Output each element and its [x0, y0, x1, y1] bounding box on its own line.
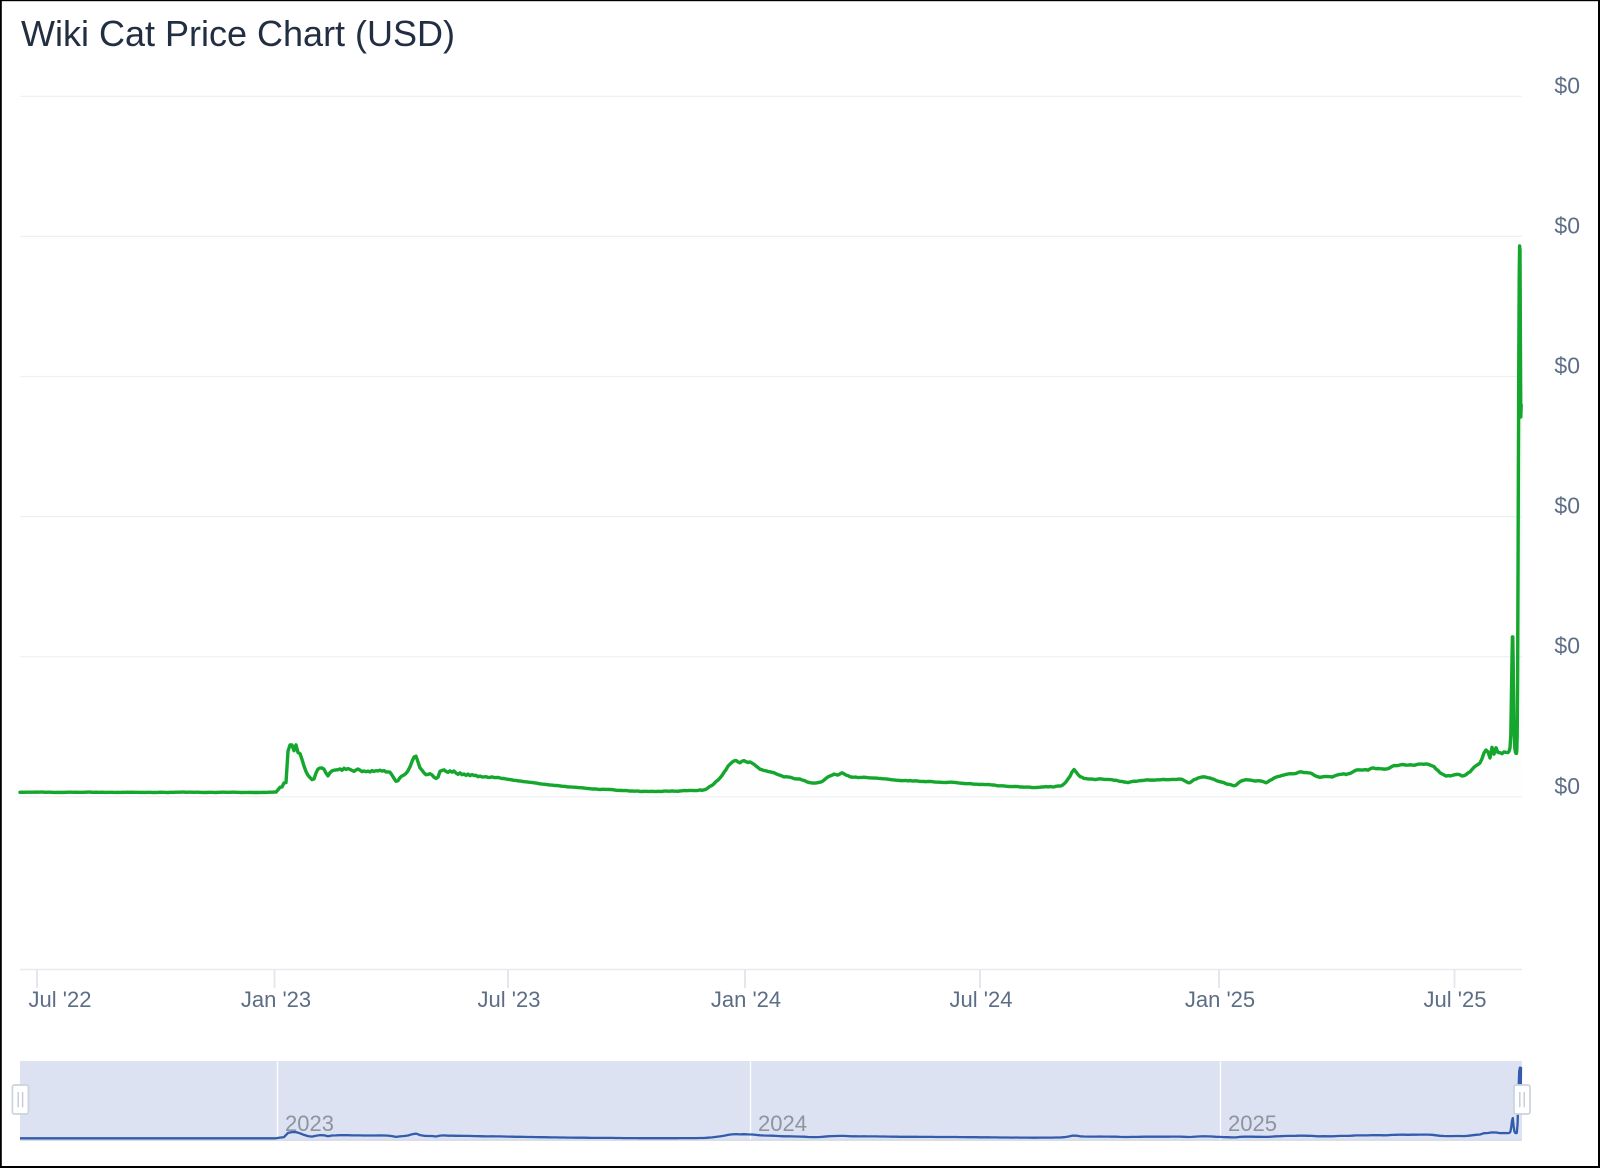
svg-text:Jan '24: Jan '24 — [711, 987, 781, 1012]
svg-text:Wiki Cat Price Chart (USD): Wiki Cat Price Chart (USD) — [21, 13, 455, 54]
svg-text:$0: $0 — [1554, 212, 1580, 238]
svg-text:Jul '22: Jul '22 — [29, 987, 92, 1012]
svg-text:Jul '25: Jul '25 — [1424, 987, 1487, 1012]
svg-text:Jul '23: Jul '23 — [478, 987, 541, 1012]
svg-text:2024: 2024 — [758, 1111, 807, 1136]
svg-text:$0: $0 — [1554, 633, 1580, 659]
svg-text:$0: $0 — [1554, 493, 1580, 519]
svg-text:Jul '24: Jul '24 — [950, 987, 1013, 1012]
svg-text:$0: $0 — [1554, 72, 1580, 98]
svg-text:Jan '25: Jan '25 — [1185, 987, 1255, 1012]
svg-text:2025: 2025 — [1228, 1111, 1277, 1136]
svg-text:$0: $0 — [1554, 353, 1580, 379]
svg-text:$0: $0 — [1554, 773, 1580, 799]
svg-text:Jan '23: Jan '23 — [241, 987, 311, 1012]
